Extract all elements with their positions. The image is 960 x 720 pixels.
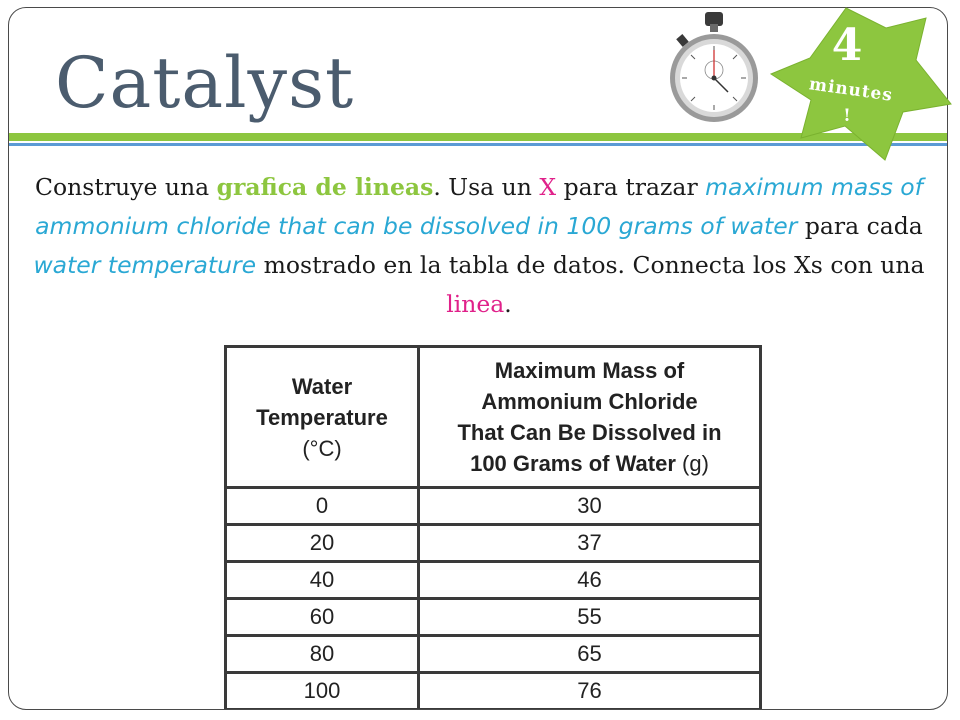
cell-mass: 55 [417, 597, 762, 637]
cell-temperature: 60 [224, 597, 420, 637]
instr-part-1: Construye una [35, 173, 217, 201]
instr-highlight-independent-variable: water temperature [33, 251, 257, 279]
header-max-mass: Maximum Mass of Ammonium Chloride That C… [417, 345, 762, 489]
cell-mass: 65 [417, 634, 762, 674]
timer-badge: 4 minutes ! [763, 0, 953, 162]
table-row: 0 30 [224, 486, 762, 526]
instr-part-4: para cada [797, 212, 923, 240]
stopwatch-icon [670, 12, 758, 122]
cell-mass: 37 [417, 523, 762, 563]
timer-minutes-number: 4 [831, 20, 863, 71]
cell-temperature: 40 [224, 560, 420, 600]
title-divider-green [9, 133, 947, 141]
table-row: 100 76 [224, 671, 762, 709]
instr-part-5: mostrado en la tabla de datos. Connecta … [256, 251, 925, 279]
cell-mass: 76 [417, 671, 762, 709]
starburst-badge [769, 7, 952, 161]
table-row: 20 37 [224, 523, 762, 563]
timer-exclamation: ! [843, 106, 851, 126]
cell-temperature: 20 [224, 523, 420, 563]
header-water-temperature: Water Temperature (°C) [224, 345, 420, 489]
slide-frame: Catalyst Construye una grafica de lineas… [8, 7, 948, 710]
cell-mass: 30 [417, 486, 762, 526]
table-row: 40 46 [224, 560, 762, 600]
cell-mass: 46 [417, 560, 762, 600]
data-table: Water Temperature (°C) Maximum Mass of A… [224, 345, 762, 709]
instr-part-2: . Usa un [433, 173, 540, 201]
cell-temperature: 80 [224, 634, 420, 674]
cell-temperature: 0 [224, 486, 420, 526]
cell-temperature: 100 [224, 671, 420, 709]
instr-part-6: . [504, 290, 512, 318]
instr-highlight-dependent-variable: maximum mass of ammonium chloride that c… [35, 173, 923, 240]
table-header-row: Water Temperature (°C) Maximum Mass of A… [224, 345, 762, 489]
table-row: 60 55 [224, 597, 762, 637]
instr-highlight-graph-type: grafica de lineas [216, 173, 434, 201]
table-row: 80 65 [224, 634, 762, 674]
instr-part-3: para trazar [556, 173, 706, 201]
instructions-text: Construye una grafica de lineas. Usa un … [19, 168, 939, 324]
instr-highlight-x: X [539, 173, 557, 201]
slide-title: Catalyst [55, 42, 355, 124]
title-divider-blue [9, 143, 947, 146]
instr-highlight-line: linea [446, 290, 505, 318]
